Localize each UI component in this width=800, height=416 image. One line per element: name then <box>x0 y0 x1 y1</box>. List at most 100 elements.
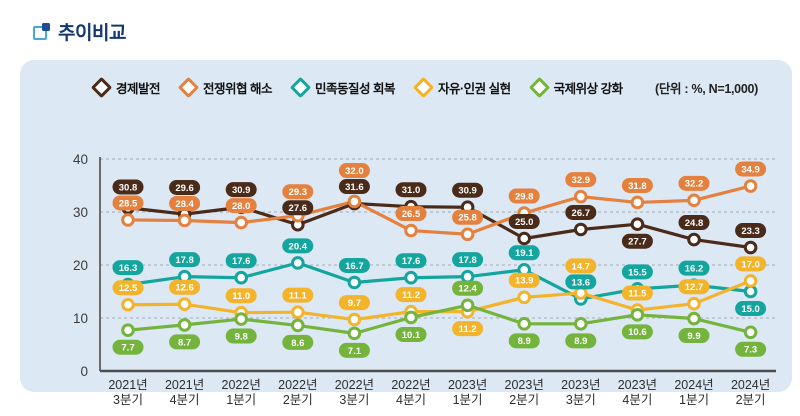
pill-background <box>338 179 370 195</box>
pill-background <box>112 339 144 355</box>
data-label-value: 31.0 <box>402 185 421 196</box>
data-label-pill: 30.9 <box>225 182 257 198</box>
x-axis-label: 2022년 1분기 <box>222 378 261 407</box>
data-point-marker <box>347 312 362 327</box>
data-label-value: 11.2 <box>402 290 420 301</box>
data-point-marker <box>574 317 588 331</box>
pill-background <box>282 238 314 254</box>
data-label-value: 15.5 <box>628 267 647 278</box>
data-label-value: 31.6 <box>345 182 364 193</box>
data-label-pill: 16.2 <box>678 260 710 276</box>
data-point-marker <box>347 194 362 209</box>
pill-background <box>338 257 370 273</box>
data-point-marker <box>630 195 645 210</box>
data-label-pill: 9.7 <box>338 295 370 311</box>
data-label-value: 32.2 <box>685 179 704 190</box>
pill-background <box>678 215 710 231</box>
data-label-pill: 8.9 <box>508 333 540 349</box>
x-axis-label: 2022년 2분기 <box>278 378 317 407</box>
pill-background <box>621 264 653 280</box>
data-label-value: 30.8 <box>119 182 138 193</box>
series-line <box>126 303 753 335</box>
pill-background <box>282 200 314 216</box>
pill-background <box>395 287 427 303</box>
pill-background <box>678 175 710 191</box>
pill-background <box>452 280 484 296</box>
x-axis-label: 2022년 4분기 <box>391 378 430 407</box>
data-point-marker <box>347 275 362 290</box>
data-label-pill: 7.3 <box>735 341 767 357</box>
data-point-marker <box>234 312 248 326</box>
y-axis-label: 10 <box>73 311 88 326</box>
legend-label: 전쟁위협 해소 <box>203 81 272 96</box>
data-label-pill: 12.7 <box>678 279 710 295</box>
data-point-marker <box>121 323 135 337</box>
data-label-value: 11.0 <box>232 291 250 302</box>
pill-background <box>452 321 484 337</box>
pill-background <box>112 195 144 211</box>
data-label-pill: 8.6 <box>282 334 314 350</box>
data-label-value: 7.7 <box>121 343 134 354</box>
data-label-pill: 11.0 <box>225 288 257 304</box>
data-label-pill: 17.8 <box>169 252 201 268</box>
legend-item[interactable]: 경제발전 <box>90 76 161 98</box>
data-label-pill: 17.0 <box>735 256 767 272</box>
data-label-pill: 17.6 <box>225 253 257 269</box>
legend-item[interactable]: 전쟁위협 해소 <box>177 76 272 98</box>
data-label-value: 11.2 <box>459 324 477 335</box>
data-label-pill: 30.9 <box>452 182 484 198</box>
data-label-pill: 25.0 <box>508 214 540 229</box>
data-point-marker <box>460 298 475 313</box>
data-label-value: 20.4 <box>289 241 308 252</box>
data-label-value: 7.3 <box>744 345 757 356</box>
data-point-marker <box>574 222 588 237</box>
pill-background <box>169 279 201 295</box>
pill-background <box>565 172 597 188</box>
legend-item[interactable]: 민족동질성 회복 <box>289 76 395 98</box>
pill-background <box>678 279 710 295</box>
data-label-value: 8.7 <box>178 337 191 348</box>
pill-background <box>735 256 767 272</box>
data-point-marker <box>743 274 758 288</box>
data-label-value: 23.3 <box>741 226 760 237</box>
data-label-pill: 15.5 <box>621 264 653 280</box>
windows-icon <box>33 23 50 40</box>
data-label-pill: 14.7 <box>565 258 597 274</box>
pill-background <box>225 328 257 344</box>
x-axis-label: 2024년 1분기 <box>674 378 713 407</box>
data-label-value: 28.5 <box>119 198 138 209</box>
data-label-pill: 29.3 <box>282 184 314 200</box>
pill-background <box>395 253 427 269</box>
data-point-marker <box>121 297 135 312</box>
legend: 경제발전 전쟁위협 해소 민족동질성 회복 자유·인권 실현 국제위상 강화 (단위 : … <box>90 75 758 99</box>
data-label-pill: 10.6 <box>621 324 653 340</box>
data-label-value: 31.8 <box>628 181 647 192</box>
diamond-marker-icon <box>90 76 113 98</box>
data-point-marker <box>291 318 305 333</box>
data-label-pill: 32.2 <box>678 175 710 191</box>
legend-label: 국제위상 강화 <box>553 81 623 96</box>
legend-item[interactable]: 국제위상 강화 <box>528 76 623 98</box>
data-label-value: 19.1 <box>515 248 534 259</box>
data-point-marker <box>234 215 248 230</box>
data-label-value: 25.0 <box>515 217 534 228</box>
data-point-marker <box>743 284 758 299</box>
pill-background <box>621 285 653 301</box>
y-axis-label: 40 <box>73 152 88 167</box>
data-label-pill: 11.1 <box>282 287 314 303</box>
legend-item[interactable]: 자유·인권 실현 <box>412 76 511 98</box>
data-label-pill: 20.4 <box>282 238 314 254</box>
data-label-value: 29.8 <box>515 191 534 202</box>
data-label-pill: 19.1 <box>508 245 540 261</box>
data-label-pill: 11.2 <box>452 321 484 337</box>
data-label-value: 25.8 <box>458 213 477 224</box>
legend-label: 민족동질성 회복 <box>315 81 395 96</box>
pill-background <box>678 260 710 276</box>
data-label-pill: 8.9 <box>565 333 597 349</box>
pill-background <box>508 188 540 204</box>
x-axis-label: 2023년 1분기 <box>448 378 487 407</box>
data-point-marker <box>404 223 418 238</box>
data-label-value: 28.4 <box>175 199 194 210</box>
pill-background <box>565 274 597 290</box>
data-label-value: 11.1 <box>289 291 308 302</box>
